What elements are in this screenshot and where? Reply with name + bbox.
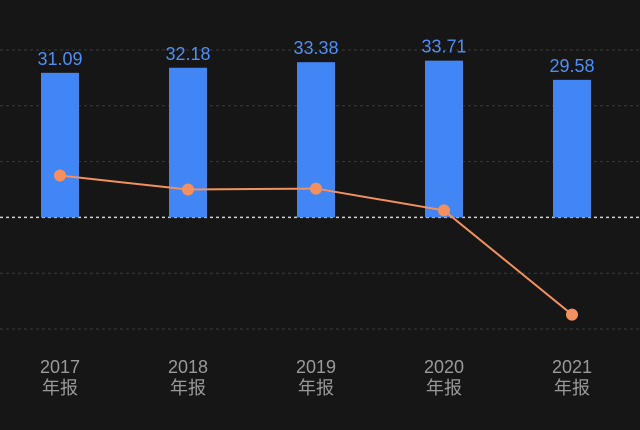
line-point xyxy=(438,204,450,217)
bar xyxy=(425,60,463,218)
bar xyxy=(41,72,79,218)
data-label: 33.71 xyxy=(421,37,466,57)
data-label: 29.58 xyxy=(549,56,594,76)
data-label: 31.09 xyxy=(37,49,82,69)
line-point xyxy=(310,182,322,195)
x-tick-label: 2018 年报 xyxy=(167,357,209,398)
line-point xyxy=(54,169,66,182)
x-tick-label: 2021 年报 xyxy=(551,357,593,398)
x-tick-label: 2017 年报 xyxy=(39,357,81,398)
line-point xyxy=(566,308,578,321)
bar xyxy=(553,79,591,218)
x-tick-label: 2020 年报 xyxy=(423,357,465,398)
line-point xyxy=(182,183,194,196)
data-label: 32.18 xyxy=(165,44,210,64)
x-tick-label: 2019 年报 xyxy=(295,357,337,398)
data-label: 33.38 xyxy=(293,38,338,58)
